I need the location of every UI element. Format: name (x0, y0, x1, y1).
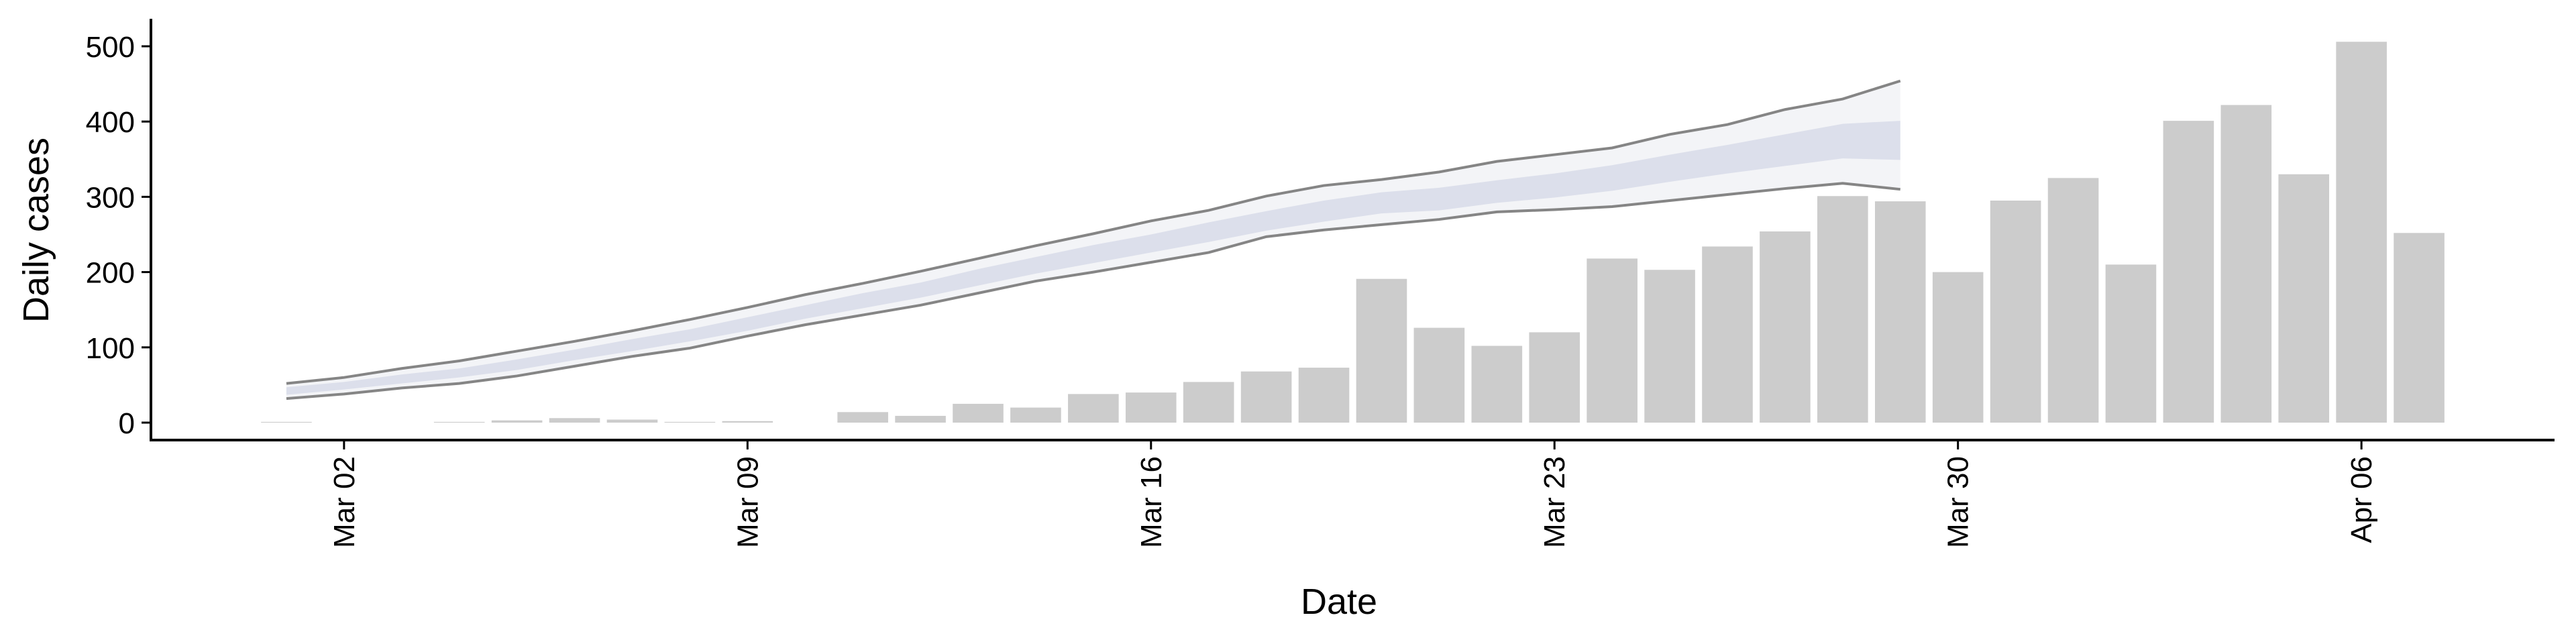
x-tick-label: Mar 16 (1135, 456, 1168, 548)
outer-interval (286, 80, 1900, 399)
bar (2278, 174, 2330, 423)
bar (1413, 327, 1465, 423)
bar (1874, 201, 1926, 423)
interval-line (286, 79, 1901, 385)
inner-interval (286, 121, 1900, 395)
bar (2336, 42, 2387, 423)
bar (2105, 264, 2157, 423)
interval-line (286, 182, 1900, 400)
bar (953, 403, 1004, 423)
x-tick-label: Mar 09 (731, 456, 764, 548)
x-tick-label: Apr 06 (2345, 456, 2378, 543)
bar (1587, 258, 1638, 423)
bar (2163, 121, 2214, 423)
y-tick-label: 400 (86, 106, 135, 139)
bar (1010, 407, 1061, 423)
bar (2394, 233, 2445, 423)
bar (1760, 231, 1811, 423)
x-tick-label: Mar 23 (1538, 456, 1571, 548)
bar (2220, 105, 2272, 423)
bar (1471, 345, 1523, 423)
bar (606, 419, 658, 423)
bar (1644, 270, 1695, 423)
bar (1702, 246, 1753, 423)
x-tick-label: Mar 02 (328, 456, 361, 548)
bar (664, 421, 716, 423)
y-tick-label: 300 (86, 181, 135, 214)
y-tick-label: 0 (119, 407, 135, 440)
bar (895, 415, 946, 423)
bar (722, 421, 773, 423)
x-axis-title: Date (1301, 582, 1377, 622)
bar (491, 420, 543, 423)
bar (1068, 394, 1119, 423)
bar (837, 412, 888, 423)
bar (1990, 201, 2041, 423)
bar (1298, 368, 1350, 423)
y-tick-label: 200 (86, 257, 135, 290)
y-tick-label: 100 (86, 332, 135, 365)
bar (1529, 332, 1580, 423)
bar (549, 418, 600, 423)
bar (2047, 178, 2099, 423)
bar (1183, 382, 1234, 423)
bar (1240, 371, 1292, 423)
y-tick-label: 500 (86, 31, 135, 64)
y-axis-title: Daily cases (16, 138, 56, 323)
bar (1817, 196, 1868, 423)
bar (433, 421, 485, 423)
bar (1932, 272, 1984, 423)
bar (1356, 278, 1407, 423)
bar (1125, 392, 1177, 423)
x-tick-label: Mar 30 (1942, 456, 1975, 548)
bar (261, 421, 312, 423)
